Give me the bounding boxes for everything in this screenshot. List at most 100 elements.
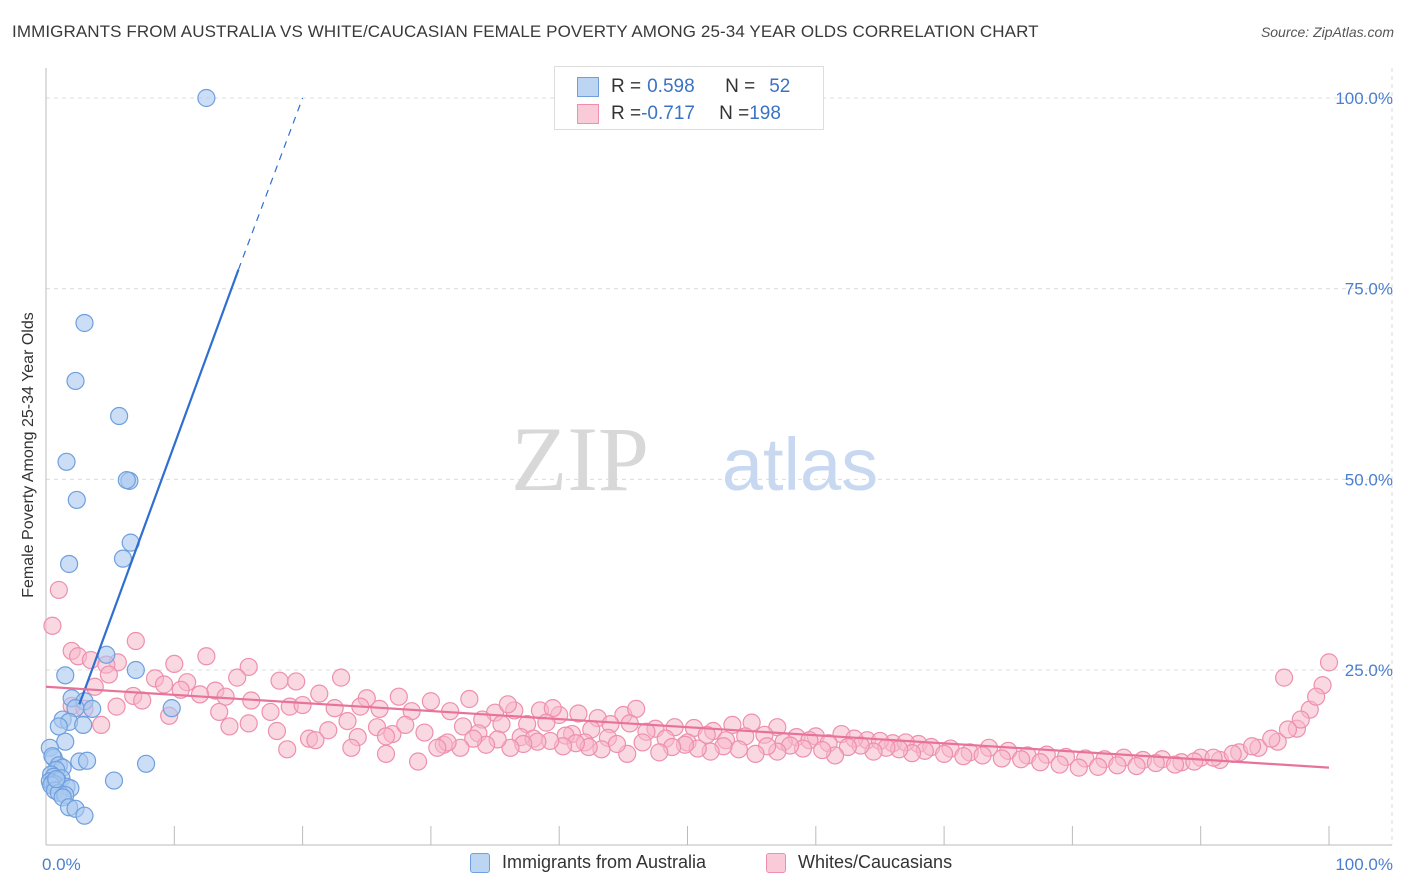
grid-lines bbox=[46, 68, 1393, 845]
point-whites bbox=[650, 743, 669, 762]
axes bbox=[45, 68, 1392, 846]
legend-r-value: -0.717 bbox=[641, 103, 695, 124]
point-whites bbox=[99, 665, 118, 684]
point-whites bbox=[973, 746, 992, 765]
point-whites bbox=[992, 749, 1011, 768]
point-immigrants bbox=[83, 699, 102, 718]
point-whites bbox=[633, 733, 652, 752]
point-immigrants bbox=[66, 371, 85, 391]
legend-swatch-pink bbox=[766, 852, 786, 873]
point-whites bbox=[408, 752, 428, 771]
point-whites bbox=[197, 647, 216, 666]
point-immigrants bbox=[162, 699, 181, 718]
point-whites bbox=[1108, 756, 1127, 775]
y-tick-label: 75.0% bbox=[1345, 280, 1393, 299]
legend-row-pink: R = -0.717 N = 198 bbox=[577, 102, 781, 126]
point-immigrants bbox=[59, 554, 79, 574]
series-legend: Immigrants from Australia Whites/Caucasi… bbox=[0, 852, 1406, 876]
trend-line-immigrants-extension bbox=[237, 97, 304, 270]
point-whites bbox=[270, 671, 289, 690]
point-immigrants bbox=[75, 806, 94, 825]
point-immigrants bbox=[104, 771, 124, 790]
point-whites bbox=[1274, 668, 1294, 687]
point-whites bbox=[1050, 755, 1069, 774]
x-tick-label: 100.0% bbox=[1335, 855, 1393, 874]
point-whites bbox=[287, 672, 306, 691]
point-whites bbox=[954, 747, 973, 766]
point-whites bbox=[92, 715, 111, 735]
point-whites bbox=[1088, 757, 1108, 776]
point-whites bbox=[1011, 750, 1031, 769]
point-immigrants bbox=[67, 490, 86, 510]
point-whites bbox=[1127, 756, 1146, 776]
legend-swatch-blue bbox=[577, 77, 599, 97]
point-immigrants bbox=[110, 406, 129, 426]
point-whites bbox=[342, 738, 361, 757]
point-whites bbox=[1291, 710, 1310, 729]
point-whites bbox=[376, 727, 396, 746]
legend-r-label: R = bbox=[611, 76, 642, 97]
legend-n-label: N = bbox=[719, 103, 750, 124]
point-immigrants bbox=[113, 549, 133, 568]
point-whites bbox=[126, 631, 145, 651]
trend-line-whites bbox=[45, 685, 1330, 769]
point-immigrants bbox=[77, 751, 97, 770]
legend-label-immigrants: Immigrants from Australia bbox=[502, 852, 707, 872]
y-tick-label: 100.0% bbox=[1335, 89, 1393, 108]
point-whites bbox=[310, 684, 329, 703]
point-whites bbox=[319, 721, 338, 740]
correlation-legend: R = 0.598 N = 52 R = -0.717 N = 198 bbox=[554, 66, 824, 130]
point-whites bbox=[1069, 758, 1088, 777]
tick-labels: 25.0% 50.0% 75.0% 100.0% 0.0% 100.0% bbox=[42, 89, 1393, 874]
point-whites bbox=[1307, 687, 1326, 706]
point-immigrants bbox=[75, 313, 94, 333]
point-whites bbox=[569, 704, 588, 723]
legend-n-label: N = bbox=[725, 76, 756, 97]
series-whites-caucasians bbox=[43, 580, 1339, 777]
point-whites bbox=[154, 675, 174, 694]
point-whites bbox=[464, 729, 483, 748]
point-whites bbox=[537, 713, 556, 732]
chart-title: IMMIGRANTS FROM AUSTRALIA VS WHITE/CAUCA… bbox=[12, 22, 1039, 41]
legend-row-blue: R = 0.598 N = 52 bbox=[577, 75, 790, 99]
point-whites bbox=[697, 725, 716, 744]
point-whites bbox=[729, 740, 748, 759]
point-whites bbox=[746, 744, 765, 763]
legend-swatch-blue bbox=[470, 852, 490, 873]
point-whites bbox=[267, 721, 287, 741]
point-whites bbox=[1223, 744, 1242, 763]
point-whites bbox=[396, 715, 415, 735]
legend-r-label: R = bbox=[611, 103, 642, 124]
point-immigrants bbox=[47, 769, 66, 789]
legend-label-whites: Whites/Caucasians bbox=[798, 852, 953, 872]
legend-item-whites[interactable]: Whites/Caucasians bbox=[766, 852, 952, 873]
point-whites bbox=[239, 714, 258, 733]
trend-lines bbox=[45, 97, 1330, 769]
series-immigrants-australia bbox=[40, 88, 216, 825]
point-immigrants bbox=[56, 732, 75, 751]
point-whites bbox=[428, 738, 447, 757]
point-whites bbox=[1278, 720, 1298, 739]
point-whites bbox=[421, 692, 440, 711]
point-whites bbox=[1165, 755, 1185, 774]
point-immigrants bbox=[49, 717, 68, 736]
point-whites bbox=[210, 702, 229, 722]
point-whites bbox=[1146, 753, 1165, 773]
point-immigrants bbox=[136, 754, 156, 773]
point-whites bbox=[49, 580, 68, 600]
legend-item-immigrants[interactable]: Immigrants from Australia bbox=[470, 852, 706, 873]
legend-swatch-pink bbox=[577, 104, 599, 124]
point-whites bbox=[338, 711, 357, 731]
y-tick-label: 50.0% bbox=[1345, 470, 1393, 489]
point-whites bbox=[453, 717, 473, 736]
point-whites bbox=[331, 668, 351, 687]
point-whites bbox=[498, 695, 517, 714]
y-tick-label: 25.0% bbox=[1345, 661, 1393, 680]
point-whites bbox=[133, 691, 152, 710]
point-whites bbox=[306, 731, 325, 750]
point-whites bbox=[325, 699, 344, 718]
point-whites bbox=[220, 717, 239, 736]
point-whites bbox=[1185, 752, 1204, 771]
source-label: Source: ZipAtlas.com bbox=[1260, 24, 1394, 40]
legend-n-value: 198 bbox=[749, 103, 781, 124]
